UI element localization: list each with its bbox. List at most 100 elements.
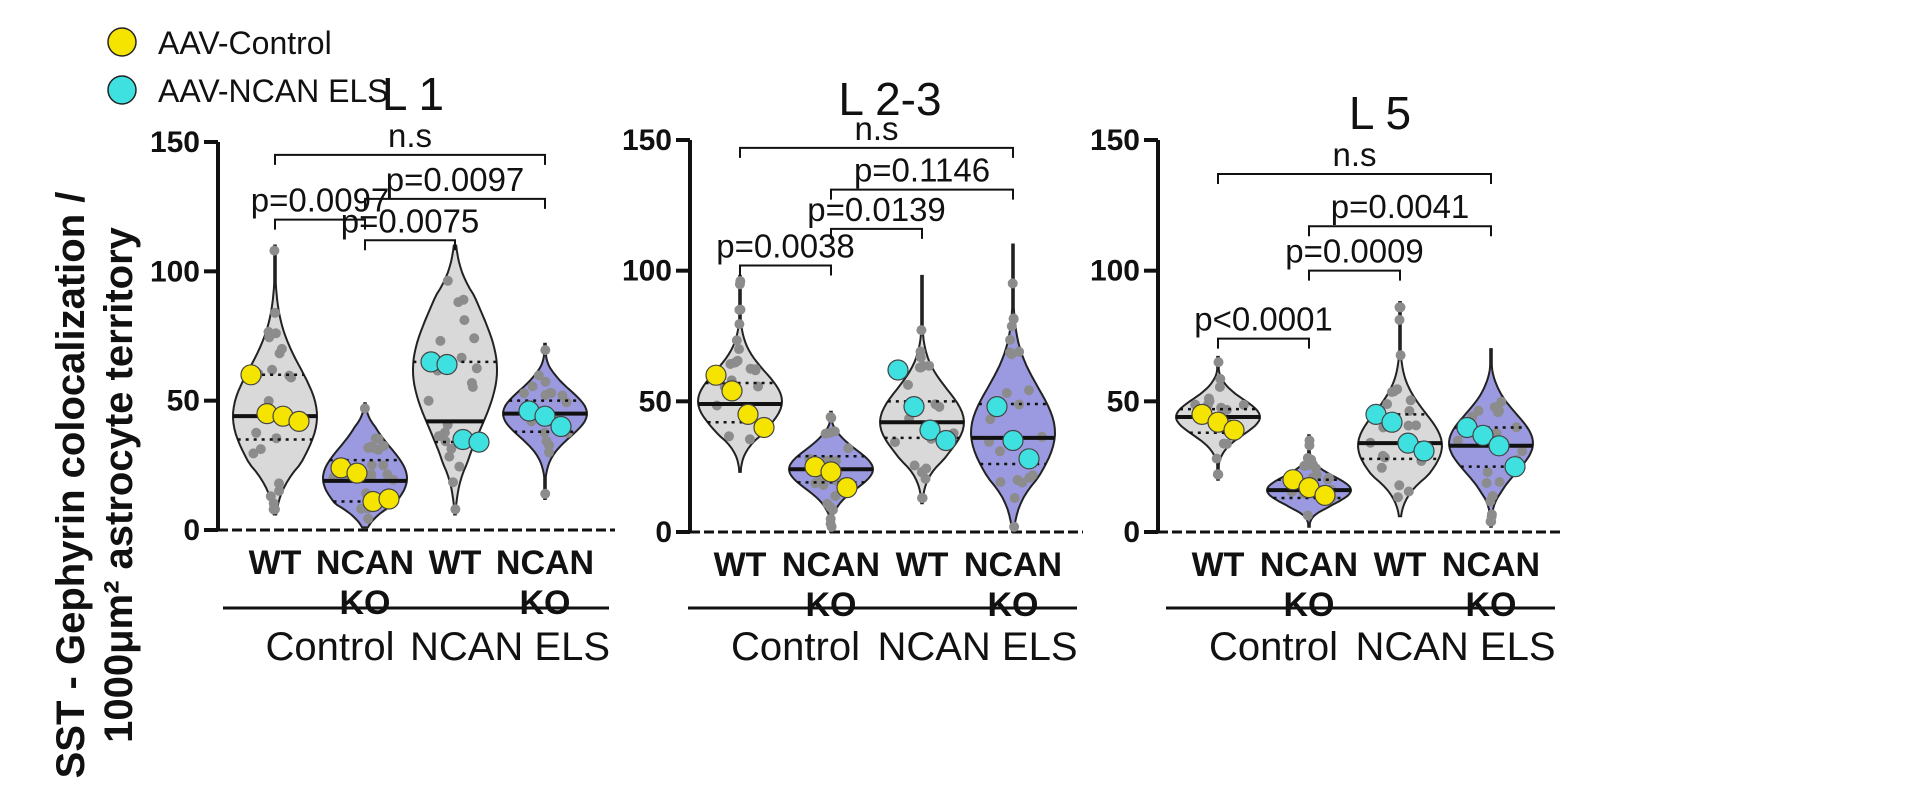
data-point (903, 379, 913, 390)
data-point (1211, 453, 1222, 464)
significance-label: p=0.0075 (341, 202, 480, 239)
data-point (934, 401, 945, 412)
data-point (1481, 478, 1492, 488)
data-point (1014, 346, 1025, 357)
data-point (1005, 347, 1015, 358)
data-point (382, 469, 393, 480)
y-tick-label: 100 (622, 255, 672, 288)
data-point (915, 352, 926, 363)
data-point (1496, 396, 1507, 407)
data-point (255, 444, 266, 455)
data-point (890, 437, 900, 448)
violin-2 (1265, 434, 1353, 528)
data-point (1517, 446, 1528, 457)
y-tick-label: 150 (622, 124, 672, 157)
category-label-line2: KO (1284, 586, 1335, 624)
animal-mean-point (935, 429, 957, 452)
data-point (1403, 420, 1414, 431)
significance-label: n.s (1332, 136, 1376, 173)
data-point (1489, 402, 1500, 413)
category-label-line2: KO (1466, 586, 1517, 624)
data-point (734, 344, 744, 355)
data-point (363, 513, 374, 524)
significance-label: p=0.0009 (1285, 233, 1424, 270)
animal-mean-point (820, 461, 842, 483)
y-tick-label: 0 (183, 514, 200, 547)
data-point (995, 446, 1005, 457)
violin-2 (787, 410, 875, 533)
data-point (1395, 302, 1406, 313)
data-point (270, 307, 280, 318)
category-label: WT (1192, 546, 1245, 584)
category-label: WT (429, 544, 482, 582)
significance-label: p=0.0041 (1331, 188, 1470, 225)
data-point (1393, 492, 1403, 503)
category-label-line2: KO (806, 586, 857, 624)
significance-bracket: n.s (739, 110, 1014, 158)
violin-3 (878, 274, 966, 505)
data-point (546, 388, 557, 399)
data-point (265, 491, 276, 502)
category-label: NCAN (964, 546, 1062, 584)
data-point (248, 448, 259, 459)
data-point (527, 381, 538, 392)
group-label: Control (731, 625, 860, 669)
animal-mean-point (1223, 419, 1245, 441)
data-point (444, 451, 455, 462)
animal-mean-point (1472, 424, 1494, 446)
data-point (423, 395, 434, 406)
data-point (1008, 313, 1019, 324)
data-point (916, 467, 927, 478)
bracket-line (1217, 337, 1310, 349)
animal-mean-point (346, 462, 368, 484)
data-point (1213, 357, 1224, 368)
animal-mean-point (836, 477, 858, 499)
violin-1 (231, 244, 319, 516)
data-point (456, 352, 467, 363)
significance-label: n.s (854, 110, 898, 147)
data-point (1213, 469, 1224, 480)
data-point (730, 357, 740, 368)
data-point (435, 335, 446, 346)
animal-mean-point (1314, 484, 1336, 506)
legend-label-aav-control: AAV-Control (158, 25, 332, 61)
violin-body (411, 244, 499, 516)
animal-mean-point (1018, 448, 1040, 470)
data-point (274, 478, 284, 489)
animal-mean-point (721, 380, 743, 402)
significance-bracket: p=0.0097 (364, 161, 546, 209)
significance-bracket: n.s (274, 117, 546, 165)
data-point (366, 469, 377, 480)
data-point (448, 477, 458, 488)
animal-mean-point (753, 416, 775, 439)
data-point (453, 297, 464, 308)
bracket-line (739, 264, 832, 276)
y-tick-label: 50 (639, 385, 672, 418)
y-tick-label: 150 (1090, 124, 1140, 157)
data-point (985, 414, 996, 425)
y-tick-label: 150 (150, 126, 200, 159)
data-point (827, 504, 838, 515)
category-label: WT (896, 546, 949, 584)
data-point (826, 412, 837, 423)
panel-title: L 2-3 (838, 73, 941, 125)
data-point (735, 276, 746, 287)
significance-label: p=0.0097 (251, 182, 390, 219)
legend-marker-aav-ncan-els (107, 75, 137, 105)
violin-3 (411, 244, 499, 516)
data-point (366, 441, 376, 452)
data-point (1001, 388, 1012, 398)
legend-label-aav-ncan-els: AAV-NCAN ELS (158, 73, 389, 109)
animal-mean-point (919, 419, 941, 441)
category-label: WT (1374, 546, 1427, 584)
category-label-line2: KO (520, 584, 571, 622)
data-point (1405, 395, 1416, 406)
data-point (540, 488, 551, 499)
data-point (439, 427, 450, 438)
data-point (1203, 393, 1214, 404)
data-point (469, 333, 480, 344)
data-point (826, 521, 837, 532)
data-point (1511, 422, 1522, 433)
